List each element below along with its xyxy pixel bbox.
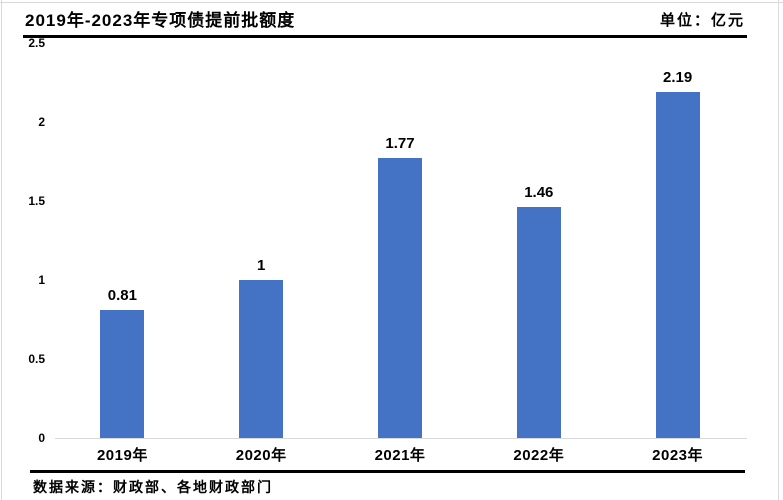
x-axis-line (55, 438, 747, 439)
x-axis-category-label: 2019年 (96, 447, 148, 464)
bar (239, 280, 284, 438)
y-axis-tick-label: 0 (38, 431, 45, 445)
data-source-note: 数据来源：财政部、各地财政部门 (33, 479, 273, 495)
frame-border-top (0, 2, 783, 3)
unit-label: 单位：亿元 (659, 12, 745, 29)
bar (378, 158, 422, 438)
bar (100, 310, 145, 438)
bar (655, 91, 700, 438)
bar-value-label: 1 (257, 257, 266, 274)
y-axis-tick-label: 2.5 (28, 36, 45, 50)
bar-value-label: 1.46 (524, 184, 554, 202)
bar-value-label: 1.77 (385, 135, 415, 153)
y-axis-tick-label: 2 (38, 115, 45, 129)
bar-value-label: 2.19 (662, 68, 693, 86)
y-axis-tick-label: 1.5 (28, 194, 45, 208)
page-title: 2019年-2023年专项债提前批额度 (25, 11, 296, 30)
bar (516, 207, 561, 438)
x-axis-category-label: 2022年 (513, 447, 565, 464)
bar-value-label: 0.81 (107, 287, 137, 305)
x-axis-category-label: 2023年 (652, 447, 704, 464)
frame-border-right (778, 0, 779, 500)
y-axis-tick-label: 0.5 (28, 352, 45, 366)
footer-divider (30, 470, 745, 473)
x-axis-category-label: 2020年 (235, 447, 287, 464)
title-divider (23, 35, 747, 38)
frame-border-left (1, 0, 2, 500)
x-axis-category-label: 2021年 (374, 447, 426, 464)
y-axis-tick-label: 1 (38, 273, 45, 287)
